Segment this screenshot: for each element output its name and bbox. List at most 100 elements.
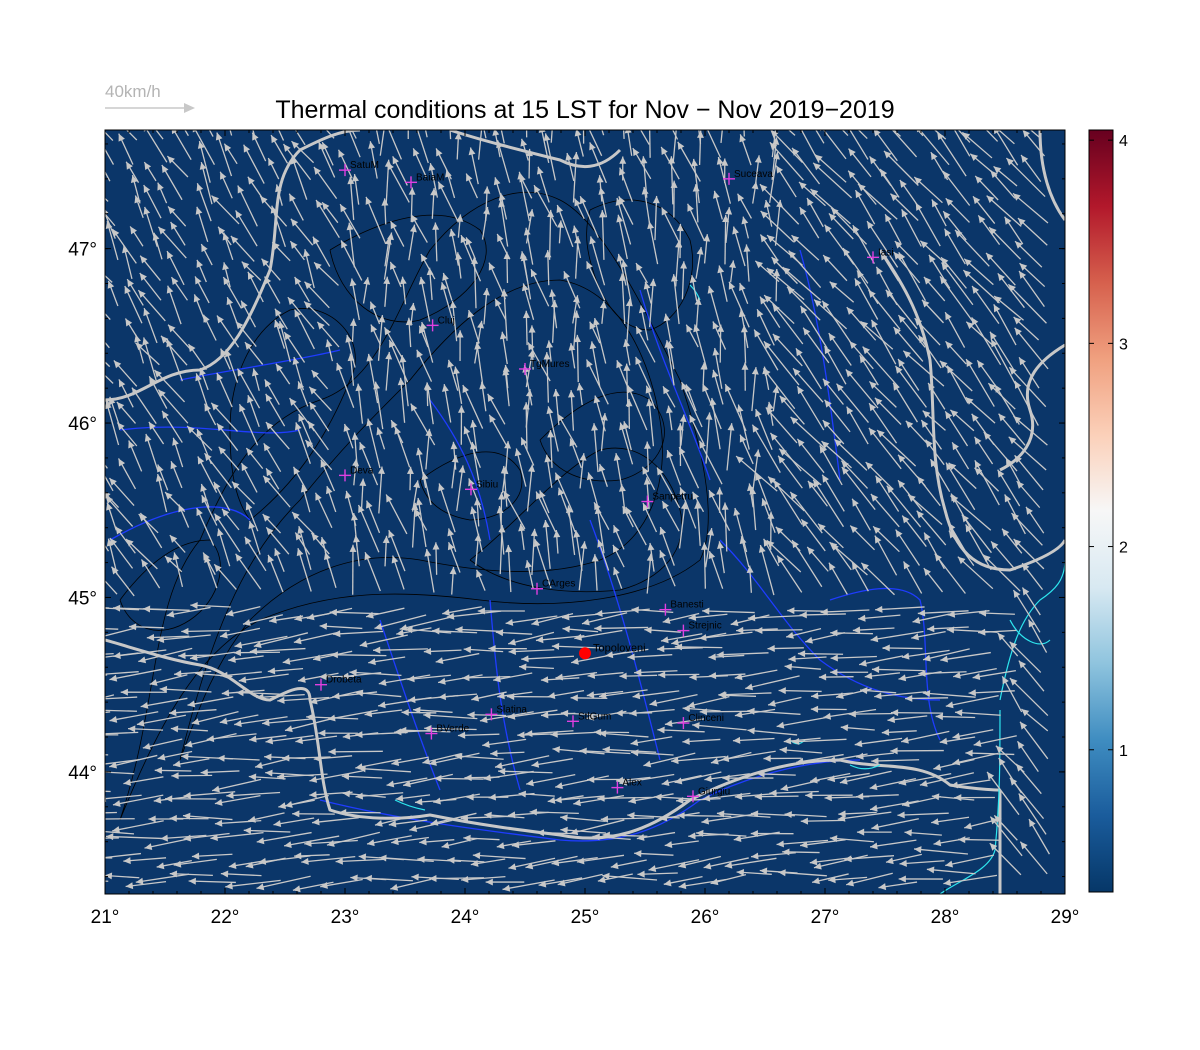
wind-arrow	[447, 856, 485, 864]
wind-arrow	[391, 756, 429, 766]
wind-arrow	[927, 382, 946, 410]
wind-arrow	[245, 502, 259, 532]
wind-arrow	[776, 716, 829, 729]
wind-arrow	[560, 814, 606, 823]
station-label: Strejnic	[688, 621, 721, 632]
wind-arrow	[525, 130, 528, 138]
wind-arrow	[915, 202, 941, 247]
wind-arrow	[525, 560, 534, 589]
wind-arrow	[904, 829, 942, 837]
wind-arrow	[248, 773, 286, 781]
wind-arrow	[521, 283, 535, 320]
wind-arrow	[292, 810, 335, 818]
wind-arrow	[471, 256, 479, 309]
wind-arrow	[530, 268, 550, 307]
wind-arrow	[546, 340, 554, 363]
wind-arrow	[807, 480, 828, 507]
wind-arrow	[142, 337, 158, 382]
wind-arrow	[160, 335, 188, 366]
wind-arrow	[682, 737, 721, 745]
wind-arrow	[658, 671, 700, 679]
wind-arrow	[465, 237, 477, 260]
wind-arrow	[796, 438, 825, 474]
wind-arrow	[841, 466, 876, 511]
wind-arrow	[238, 673, 289, 684]
wind-arrow	[390, 878, 432, 891]
wind-arrow	[739, 282, 749, 304]
wind-arrow	[860, 562, 895, 596]
wind-arrow	[659, 526, 675, 566]
wind-arrow	[884, 213, 902, 244]
wind-arrow	[572, 310, 580, 350]
wind-arrow	[105, 220, 119, 261]
wind-arrow	[895, 529, 921, 566]
wind-arrow	[321, 141, 334, 166]
wind-arrow	[446, 610, 502, 620]
wind-arrow	[321, 201, 339, 224]
wind-arrow	[1027, 619, 1048, 653]
wind-arrow	[921, 299, 945, 324]
wind-arrow	[168, 709, 217, 717]
wind-arrow	[646, 398, 655, 447]
wind-arrow	[901, 515, 927, 547]
wind-arrow	[378, 466, 385, 514]
wind-arrow	[997, 632, 1019, 657]
wind-arrow	[717, 541, 725, 574]
wind-arrow	[692, 491, 705, 513]
wind-arrow	[210, 402, 239, 432]
wind-arrow	[241, 261, 262, 281]
wind-arrow	[381, 198, 389, 225]
wind-arrow	[990, 339, 1017, 385]
wind-arrow	[798, 181, 826, 207]
wind-arrow	[830, 629, 873, 637]
wind-arrow	[845, 369, 879, 409]
wind-arrow	[551, 856, 598, 867]
wind-arrow	[823, 345, 847, 385]
wind-arrow	[871, 818, 919, 831]
wind-arrow	[511, 840, 556, 849]
wind-arrow	[913, 176, 943, 204]
wind-arrow	[399, 355, 409, 407]
wind-arrow	[630, 736, 673, 746]
wind-arrow	[901, 730, 950, 744]
wind-arrow	[817, 523, 844, 549]
wind-arrow	[424, 724, 477, 732]
wind-arrow	[330, 651, 387, 659]
wind-arrow	[270, 134, 289, 164]
wind-arrow	[763, 199, 773, 227]
wind-arrow	[637, 870, 678, 878]
wind-arrow	[1015, 763, 1042, 795]
wind-arrow	[635, 262, 648, 284]
wind-arrow	[126, 278, 144, 306]
wind-arrow	[664, 340, 675, 386]
wind-arrow	[216, 315, 240, 348]
wind-arrow	[602, 746, 657, 754]
wind-arrow	[1013, 538, 1045, 570]
wind-arrow	[755, 408, 773, 450]
wind-arrow	[813, 854, 868, 870]
wind-arrow	[455, 252, 463, 279]
wind-arrow	[822, 419, 845, 445]
wind-arrow	[440, 282, 455, 326]
wind-arrow	[649, 693, 698, 707]
scale-arrow: 40km/h	[105, 82, 195, 113]
wind-arrow	[674, 771, 722, 785]
wind-arrow	[276, 773, 328, 780]
wind-arrow	[105, 830, 135, 835]
wind-arrow	[289, 240, 305, 261]
wind-arrow	[1016, 740, 1039, 773]
colorbar-tick-label: 3	[1119, 336, 1128, 353]
wind-arrow	[105, 579, 118, 595]
wind-arrow	[766, 539, 802, 573]
wind-arrow	[612, 544, 625, 568]
wind-arrow	[170, 725, 208, 733]
wind-arrow	[625, 399, 633, 430]
wind-arrow	[169, 870, 213, 878]
wind-arrow	[1018, 270, 1045, 307]
wind-arrow	[117, 458, 137, 490]
highlight-marker-layer: Topoloveni	[579, 642, 646, 660]
wind-arrow	[118, 133, 134, 165]
scale-arrow-label: 40km/h	[105, 82, 161, 101]
wind-arrow	[857, 130, 868, 140]
wind-arrow	[931, 199, 947, 227]
